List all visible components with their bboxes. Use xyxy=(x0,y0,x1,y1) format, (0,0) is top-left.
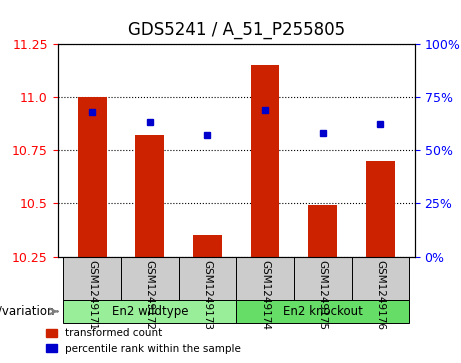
Text: En2 knockout: En2 knockout xyxy=(283,305,363,318)
Title: GDS5241 / A_51_P255805: GDS5241 / A_51_P255805 xyxy=(128,21,345,40)
Bar xyxy=(251,65,279,257)
FancyBboxPatch shape xyxy=(351,257,409,300)
Bar xyxy=(193,235,222,257)
FancyBboxPatch shape xyxy=(121,257,179,300)
Legend: transformed count, percentile rank within the sample: transformed count, percentile rank withi… xyxy=(42,324,245,358)
Text: En2 wildtype: En2 wildtype xyxy=(112,305,188,318)
Bar xyxy=(136,135,164,257)
Text: GSM1249171: GSM1249171 xyxy=(87,260,97,330)
Bar xyxy=(78,97,106,257)
Bar xyxy=(308,205,337,257)
Text: GSM1249173: GSM1249173 xyxy=(202,260,213,330)
FancyBboxPatch shape xyxy=(64,257,121,300)
Text: GSM1249176: GSM1249176 xyxy=(375,260,385,330)
FancyBboxPatch shape xyxy=(179,257,236,300)
Text: GSM1249174: GSM1249174 xyxy=(260,260,270,330)
FancyBboxPatch shape xyxy=(236,257,294,300)
FancyBboxPatch shape xyxy=(64,300,236,323)
Text: GSM1249175: GSM1249175 xyxy=(318,260,328,330)
Text: genotype/variation: genotype/variation xyxy=(0,305,55,318)
Text: GSM1249172: GSM1249172 xyxy=(145,260,155,330)
FancyBboxPatch shape xyxy=(294,257,351,300)
Bar xyxy=(366,161,395,257)
FancyBboxPatch shape xyxy=(236,300,409,323)
